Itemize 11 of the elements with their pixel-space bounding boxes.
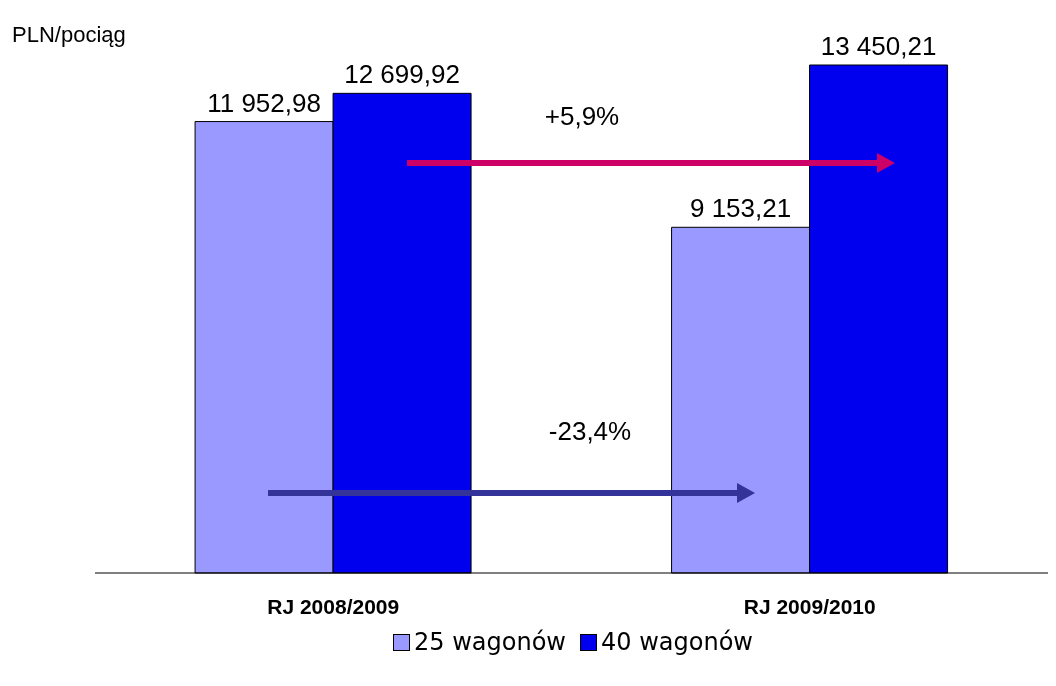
annotation: -23,4% <box>548 416 632 446</box>
data-label: 9 153,21 <box>689 193 792 224</box>
data-label: 13 450,21 <box>820 31 937 61</box>
annotation: +5,9% <box>544 101 620 131</box>
legend-label: 40 wagonów <box>600 628 753 656</box>
data-label: 11 952,98 <box>207 87 321 118</box>
x-tick-label: RJ 2008/2009 <box>267 594 400 618</box>
legend-label: 25 wagonów <box>413 628 566 656</box>
data-label: 12 699,92 <box>344 59 460 90</box>
x-tick-label: RJ 2009/2010 <box>743 594 876 618</box>
y-axis-title: PLN/pociąg <box>12 22 126 48</box>
